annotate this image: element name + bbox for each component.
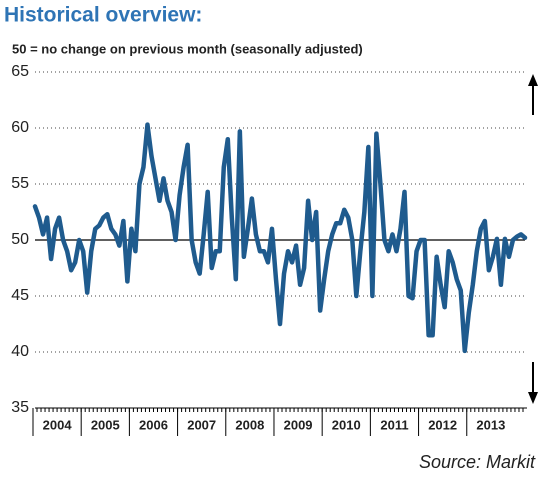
y-tick-label: 65 [11, 63, 29, 80]
y-tick-label: 40 [11, 343, 29, 360]
y-tick-label: 60 [11, 119, 29, 136]
x-tick-label: 2008 [235, 417, 264, 432]
x-tick-label: 2012 [428, 417, 457, 432]
x-tick-label: 2010 [332, 417, 361, 432]
source: Source: Markit [419, 452, 536, 472]
x-tick-label: 2004 [43, 417, 73, 432]
series-line [32, 122, 528, 354]
y-tick-label: 50 [11, 231, 29, 248]
x-tick-label: 2013 [476, 417, 505, 432]
chart-subtitle: 50 = no change on previous month (season… [12, 41, 363, 56]
down-arrow [528, 362, 538, 404]
x-tick-label: 2007 [187, 417, 216, 432]
x-tick-label: 2006 [139, 417, 168, 432]
x-tick-label: 2011 [380, 417, 408, 432]
chart-title: Historical overview: [4, 4, 202, 27]
x-tick-label: 2009 [284, 417, 313, 432]
y-tick-label: 55 [11, 175, 29, 192]
up-arrow [528, 74, 538, 115]
y-tick-label: 45 [11, 287, 29, 304]
y-tick-label: 35 [11, 399, 29, 416]
x-tick-label: 2005 [91, 417, 120, 432]
